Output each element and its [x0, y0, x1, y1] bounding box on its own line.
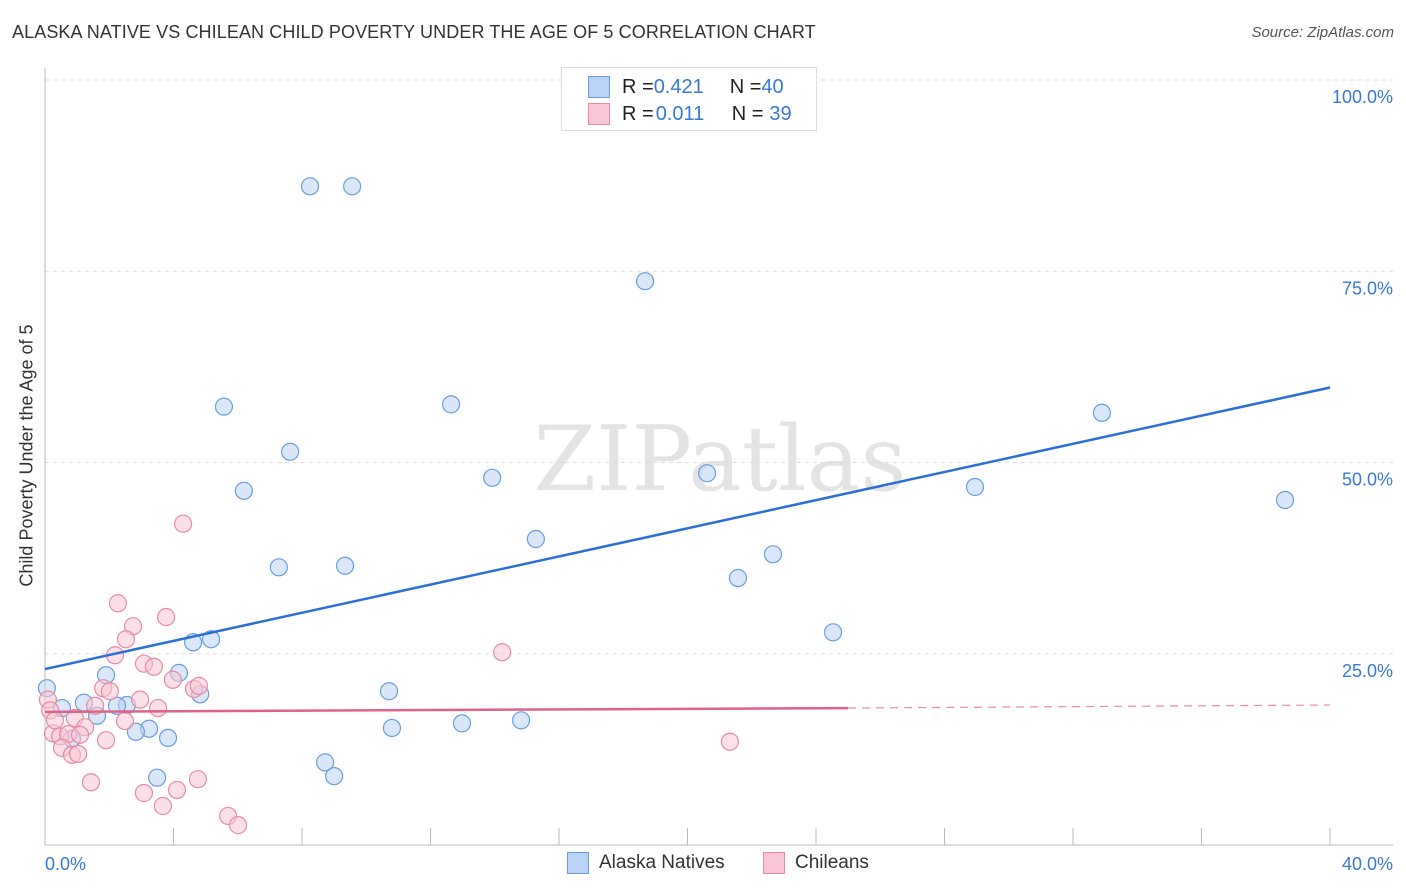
data-point [174, 514, 193, 533]
data-point [86, 696, 105, 715]
data-point [45, 711, 65, 730]
legend-swatch-blue [567, 852, 589, 874]
series-chileans [38, 514, 740, 835]
data-point [382, 718, 402, 738]
data-point [148, 698, 168, 718]
data-point [167, 780, 187, 800]
data-point [70, 725, 90, 744]
data-point [720, 732, 740, 751]
data-point [325, 767, 344, 786]
n-value: 39 [769, 102, 792, 125]
data-point [281, 442, 300, 461]
legend-entry-alaska: R = 0.421 N = 40 [588, 75, 784, 99]
source-label: Source: ZipAtlas.com [1251, 24, 1394, 41]
chart-title: ALASKA NATIVE VS CHILEAN CHILD POVERTY U… [12, 22, 816, 42]
data-point [335, 556, 355, 575]
data-point [108, 594, 128, 613]
legend-entry-chileans: R = 0.011 N = 39 [588, 102, 792, 126]
watermark: ZIPatlas [533, 407, 906, 512]
legend: R = 0.421 N = 40 R = 0.011 N = 39 [561, 67, 817, 131]
trend-line-alaska [44, 386, 1331, 671]
legend-swatch-blue [588, 76, 610, 98]
data-point [441, 395, 461, 414]
r-label: R = [622, 75, 654, 98]
series-name: Alaska Natives [599, 852, 725, 873]
r-value: 0.421 [653, 75, 704, 98]
data-point [511, 711, 531, 730]
data-point [153, 796, 172, 816]
data-point [134, 783, 154, 803]
data-point [1275, 490, 1295, 510]
y-tick-label: 75.0% [1342, 278, 1393, 298]
data-point [763, 545, 783, 564]
y-tick-label: 25.0% [1342, 661, 1393, 681]
data-point [343, 177, 362, 196]
trend-line-chileans [44, 706, 849, 714]
bottom-legend-chileans: Chileans [763, 852, 869, 874]
data-point [96, 731, 116, 750]
data-point [823, 623, 843, 642]
y-tick-label: 50.0% [1342, 470, 1393, 490]
data-point [100, 682, 119, 701]
data-point [107, 696, 127, 715]
legend-swatch-pink [763, 852, 785, 874]
data-point [115, 711, 135, 731]
data-point [526, 529, 545, 549]
x-tick-label: 40.0% [1342, 854, 1393, 874]
data-point [234, 481, 253, 500]
data-point [157, 607, 176, 627]
data-point [697, 464, 717, 483]
data-point [163, 670, 182, 689]
data-point [635, 272, 655, 291]
n-label: N = [731, 102, 764, 125]
data-point [130, 690, 150, 709]
r-label: R = [622, 102, 654, 125]
data-point [148, 768, 167, 787]
trend-line-chileans-extrapolated [848, 704, 1331, 709]
data-point [126, 722, 146, 741]
data-point [483, 468, 502, 487]
data-point [269, 558, 288, 577]
series-name: Chileans [795, 852, 869, 873]
data-point [965, 477, 985, 497]
legend-swatch-pink [588, 103, 610, 125]
data-point [493, 643, 512, 662]
data-point [189, 676, 208, 695]
data-point [316, 753, 335, 772]
x-tick-label: 0.0% [45, 854, 86, 874]
data-point [452, 714, 472, 733]
data-point [81, 773, 101, 792]
data-point [144, 657, 164, 676]
y-axis-label: Child Poverty Under the Age of 5 [16, 324, 37, 587]
r-value: 0.011 [655, 102, 705, 125]
data-point [1092, 403, 1112, 422]
data-point [228, 816, 248, 835]
data-point [158, 728, 178, 748]
n-value: 40 [761, 75, 784, 98]
y-tick-label: 100.0% [1332, 87, 1393, 107]
data-point [68, 744, 88, 764]
data-point [379, 682, 399, 701]
data-point [728, 568, 748, 588]
data-point [300, 177, 320, 196]
data-point [214, 397, 234, 416]
bottom-legend-alaska: Alaska Natives [567, 852, 725, 874]
data-point [116, 630, 136, 649]
data-point [201, 630, 221, 649]
data-point [188, 770, 208, 789]
n-label: N = [729, 75, 762, 98]
